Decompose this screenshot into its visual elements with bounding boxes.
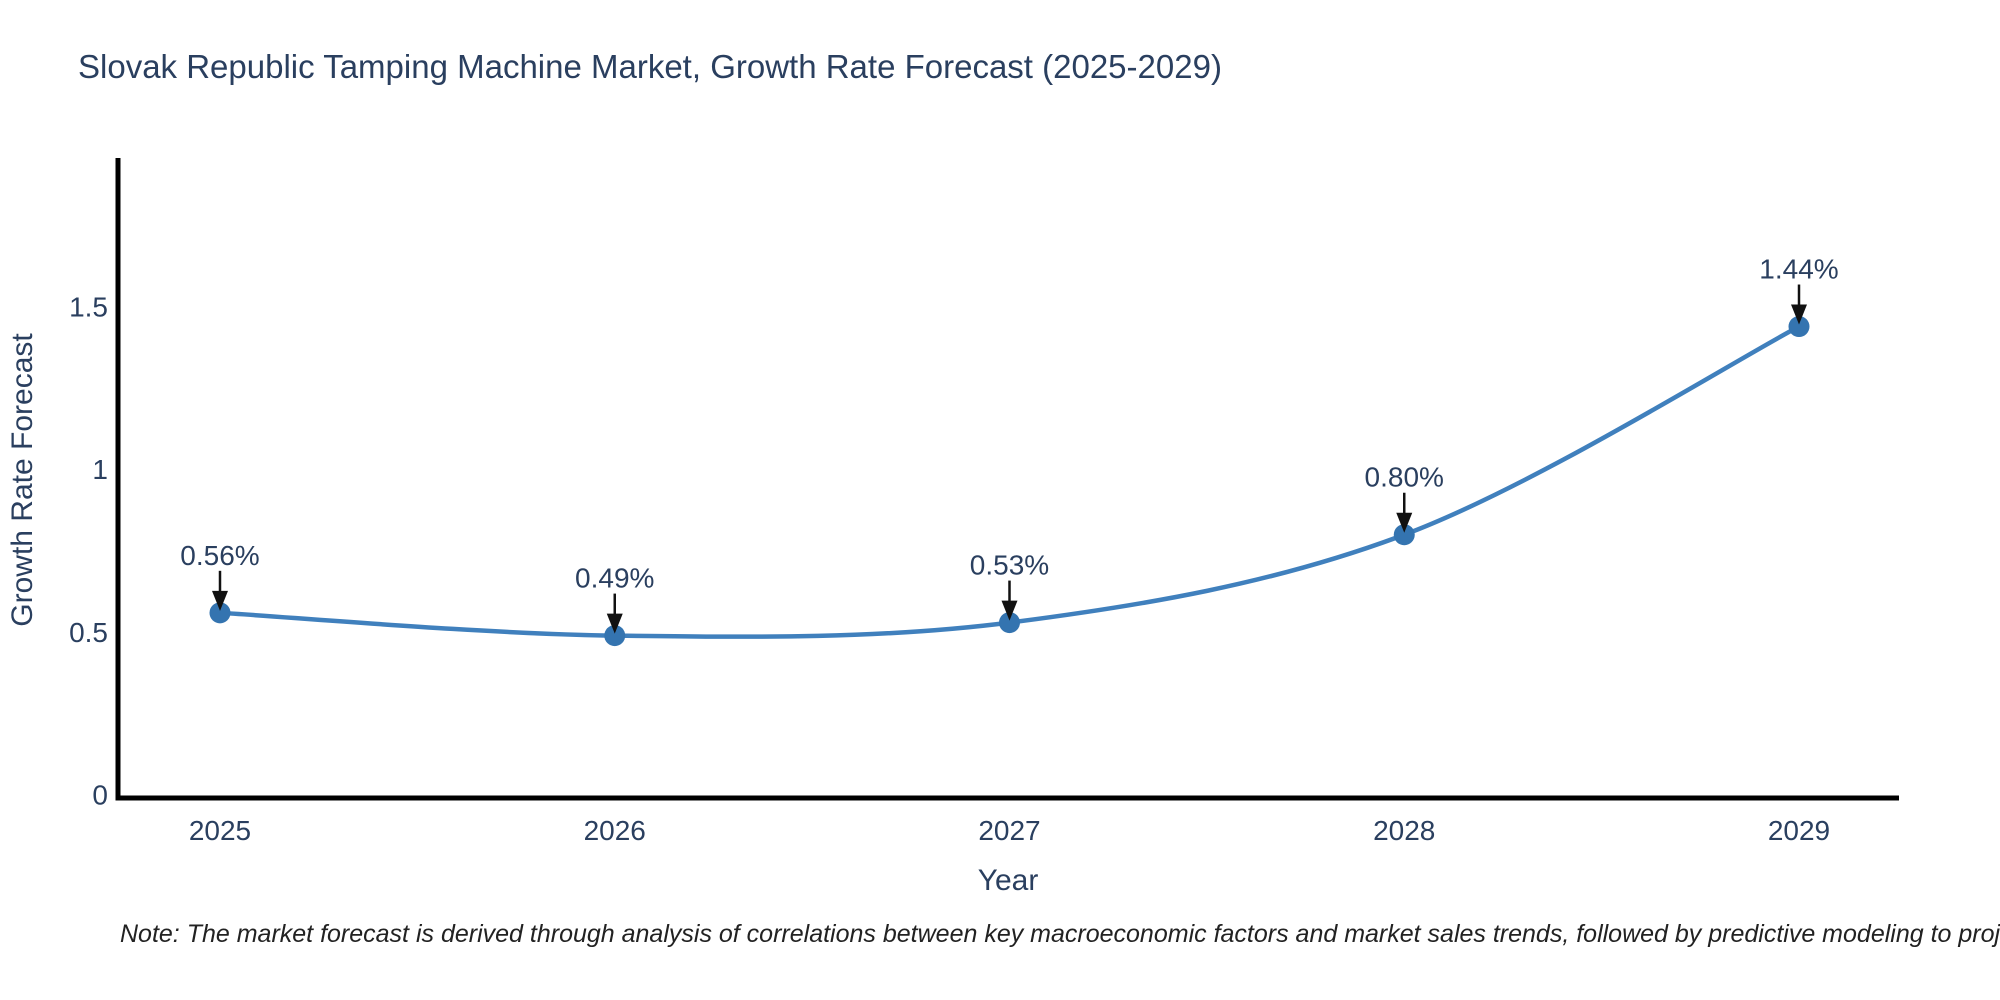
footnote: Note: The market forecast is derived thr… — [120, 920, 2000, 948]
x-tick-label-2026: 2026 — [584, 815, 646, 846]
annotation-arrowhead-icon — [606, 613, 623, 634]
annotation-arrowhead-icon — [1001, 600, 1018, 621]
y-tick-label-1.5: 1.5 — [69, 292, 108, 323]
x-tick-label-2029: 2029 — [1768, 815, 1830, 846]
annotation-arrowhead-icon — [212, 590, 228, 611]
x-tick-label-2027: 2027 — [978, 815, 1040, 846]
x-tick-label-2028: 2028 — [1373, 815, 1435, 846]
data-point-2028 — [1393, 524, 1415, 546]
annotation-arrowhead-icon — [1396, 512, 1413, 533]
data-point-2027 — [999, 612, 1020, 634]
x-tick-label-2025: 2025 — [189, 815, 251, 846]
point-value-label-2025: 0.56% — [180, 540, 259, 571]
point-value-label-2027: 0.53% — [970, 550, 1049, 581]
annotation-layer: 0.56% 0.49% 0.53% 0.80% 1.44% — [180, 254, 1839, 634]
y-axis-title: Growth Rate Forecast — [6, 333, 39, 627]
data-point-2029 — [1788, 316, 1810, 338]
data-point-2025 — [209, 602, 231, 624]
axes-layer — [115, 158, 1899, 801]
point-value-label-2026: 0.49% — [575, 563, 654, 594]
x-axis-title: Year — [978, 864, 1039, 897]
y-tick-label-0: 0 — [92, 780, 108, 811]
y-tick-label-0.5: 0.5 — [69, 617, 108, 648]
chart-title: Slovak Republic Tamping Machine Market, … — [78, 48, 1222, 85]
y-tick-label-1: 1 — [92, 454, 108, 485]
point-value-label-2028: 0.80% — [1365, 462, 1444, 493]
point-value-label-2029: 1.44% — [1759, 254, 1838, 285]
data-point-2026 — [604, 625, 626, 647]
tick-label-layer: 0 0.5 1 1.5 2025 2026 2027 2028 2029 — [69, 292, 1830, 846]
line-series-layer — [209, 316, 1810, 647]
annotation-arrowhead-icon — [1791, 304, 1807, 325]
